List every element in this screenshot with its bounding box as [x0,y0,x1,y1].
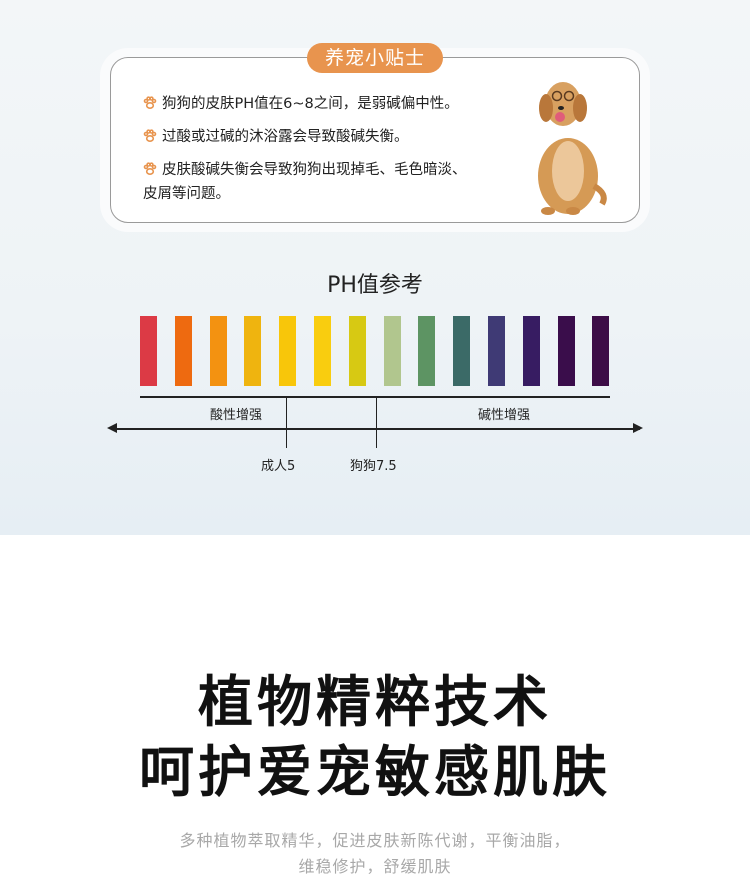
ph-title: PH值参考 [327,273,423,298]
ph-bar-9 [418,316,436,386]
ph-bar-6 [314,316,331,386]
scale-baseline [140,396,610,398]
headline-line2: 呵护爱宠敏感肌肤 [138,740,611,804]
ph-bar-13 [557,316,575,386]
tip-text: 狗狗的皮肤PH值在6~8之间，是弱碱偏中性。 [162,96,459,112]
human-marker-line [286,396,288,448]
ph-bar-8 [383,316,401,386]
ph-bar-4 [244,316,262,386]
alkaline-label: 碱性增强 [478,408,531,423]
tip-text: 皮肤酸碱失衡会导致狗狗出现掉毛、毛色暗淡、 [162,162,467,178]
human-marker-label: 成人5 [261,459,296,474]
ph-bar-12 [522,316,540,386]
tips-tag: 养宠小贴士 [307,43,443,73]
tip-text-cont: 皮屑等问题。 [143,186,230,202]
acid-label: 酸性增强 [210,408,263,423]
ph-bar-3 [209,316,227,386]
subtitle-line1: 多种植物萃取精华，促进皮肤新陈代谢，平衡油脂， [179,831,571,850]
tip-item: 皮肤酸碱失衡会导致狗狗出现掉毛、毛色暗淡、皮屑等问题。 [143,158,467,206]
paw-icon [143,162,157,176]
dog-marker-line [376,396,378,448]
ph-axis-arrow [114,428,640,430]
ph-bar-2 [174,316,192,386]
dog-marker-label: 狗狗7.5 [350,459,397,474]
paw-icon [143,96,157,110]
tip-item: 狗狗的皮肤PH值在6~8之间，是弱碱偏中性。 [143,92,459,116]
tip-text: 过酸或过碱的沐浴露会导致酸碱失衡。 [162,129,409,145]
ph-bar-7 [348,316,366,386]
ph-bar-14 [592,316,610,386]
headline-line1: 植物精粹技术 [197,670,552,734]
tip-item: 过酸或过碱的沐浴露会导致酸碱失衡。 [143,125,409,149]
paw-icon [143,129,157,143]
subtitle-line2: 维稳修护，舒缓肌肤 [298,857,452,876]
ph-bar-10 [453,316,471,386]
arrow-left-icon [107,423,117,433]
arrow-right-icon [633,423,643,433]
ph-bar-5 [279,316,297,386]
dog-image [538,82,607,215]
ph-bar-11 [488,316,505,386]
ph-bar-1 [140,316,157,386]
